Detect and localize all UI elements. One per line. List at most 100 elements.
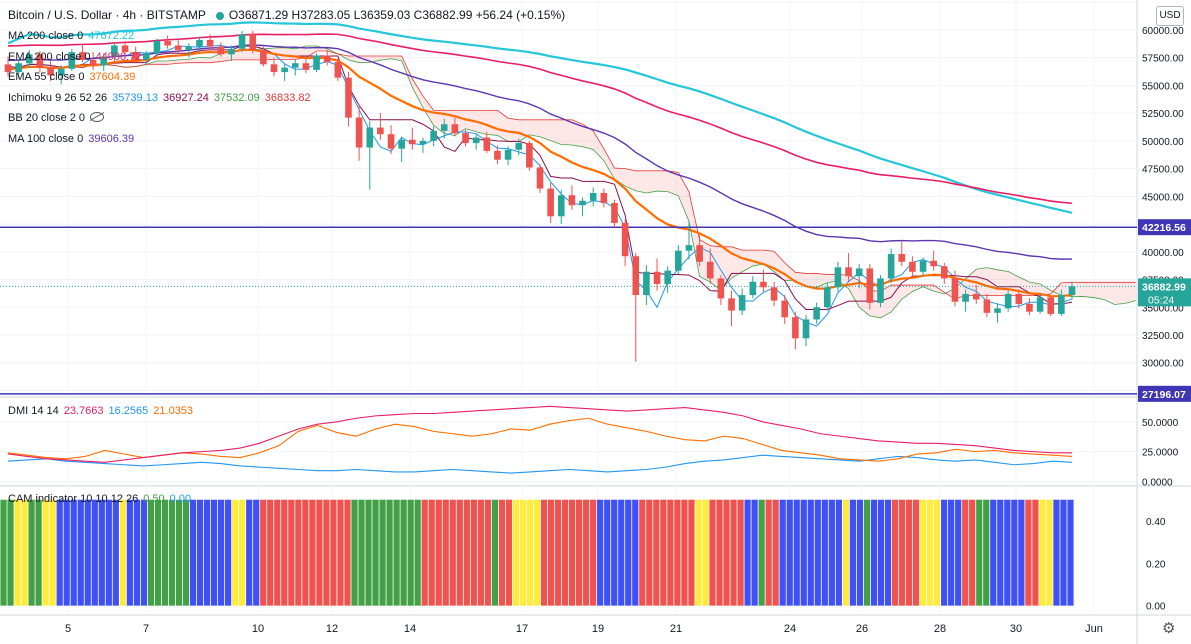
candle	[143, 51, 150, 66]
candle	[217, 42, 225, 57]
candle-body	[4, 64, 12, 73]
cam-bar	[576, 499, 583, 606]
legend-indicator-name[interactable]: EMA 55 close 0	[8, 71, 85, 83]
candle-body	[15, 63, 22, 73]
candle	[185, 43, 193, 58]
candle	[1004, 290, 1012, 312]
cam-bar	[800, 499, 807, 606]
candle-body	[526, 143, 533, 168]
legend-row[interactable]: MA 200 close 0 47672.22	[8, 30, 139, 43]
cam-bar	[218, 499, 225, 606]
cam-bar	[821, 499, 828, 606]
candle-body	[579, 200, 586, 206]
dmi-plus-di-line	[7, 454, 1073, 474]
ichimoku-span-b	[71, 50, 1136, 300]
cam-bar	[540, 499, 548, 606]
cam-bar	[835, 499, 842, 606]
cam-bar	[688, 499, 695, 606]
candle	[228, 45, 235, 62]
cam-bar	[49, 499, 56, 606]
legend-indicator-name[interactable]: DMI 14 14	[8, 405, 59, 417]
cam-bar	[63, 499, 70, 606]
legend-row[interactable]: MA 100 close 0 39606.39	[8, 133, 139, 146]
cam-bar	[239, 499, 246, 606]
cam-bar	[519, 499, 527, 606]
legend-indicator-name[interactable]: Ichimoku 9 26 52 26	[8, 91, 108, 104]
time-tick-label: 26	[856, 623, 868, 635]
candle	[866, 264, 874, 310]
candle	[366, 120, 374, 190]
cam-bar	[281, 499, 288, 606]
candle-body	[568, 195, 576, 206]
candle	[770, 281, 778, 307]
price-tick-label: 55000.00	[1142, 81, 1184, 92]
cam-bar	[225, 499, 232, 606]
candle-body	[749, 281, 757, 296]
cam-bar	[905, 499, 913, 606]
candle-body	[238, 34, 246, 49]
candle-body	[845, 267, 852, 277]
cam-bar	[302, 499, 309, 606]
legend-row[interactable]: BB 20 close 2 0	[8, 112, 109, 125]
price-tick-label: 45000.00	[1142, 192, 1184, 203]
candle-body	[930, 260, 937, 267]
level-price-label: 27196.07	[1142, 389, 1186, 401]
candle	[515, 138, 523, 156]
candle-body	[600, 193, 608, 203]
hidden-eye-icon[interactable]	[90, 112, 105, 122]
cam-bar	[807, 499, 814, 606]
price-tick-label: 47500.00	[1142, 165, 1184, 176]
candle	[132, 46, 139, 64]
cam-bar	[934, 499, 941, 606]
candle	[781, 295, 789, 324]
cam-bar	[533, 499, 541, 606]
candle-body	[696, 245, 703, 262]
dmi-legend[interactable]: DMI 14 14 23.7663 16.2565 21.0353	[8, 405, 198, 418]
cam-bar	[505, 499, 513, 606]
legend-value: 23.7663	[63, 405, 104, 417]
cam-bar	[182, 499, 190, 606]
symbol-title[interactable]: Bitcoin / U.S. Dollar · 4h · BITSTAMP	[8, 8, 206, 22]
candle-body	[728, 298, 735, 311]
legend-row[interactable]: Ichimoku 9 26 52 26 35739.13 36927.24 37532…	[8, 92, 316, 105]
legend-row[interactable]: EMA 55 close 0 37604.39	[8, 71, 140, 84]
cam-bar	[597, 499, 604, 606]
cam-bar	[737, 499, 744, 606]
legend-value: 0.50	[143, 493, 165, 505]
legend-indicator-name[interactable]: MA 100 close 0	[8, 132, 84, 145]
cam-bar	[877, 499, 885, 606]
cam-bar	[112, 499, 119, 606]
cam-bar	[1046, 499, 1053, 606]
cam-bar	[337, 499, 344, 606]
candle-body	[781, 300, 789, 318]
candle	[983, 293, 991, 318]
settings-gear-icon[interactable]: ⚙	[1162, 620, 1176, 637]
legend-indicator-name[interactable]: BB 20 close 2 0	[8, 112, 86, 124]
candle	[643, 265, 650, 306]
legend-row[interactable]: EMA 200 close 0 44900.72	[8, 51, 146, 64]
candle	[887, 248, 895, 283]
candle-body	[877, 278, 884, 303]
candle-body	[174, 45, 182, 50]
ema200-line	[7, 33, 1073, 205]
legend-indicator-name[interactable]: EMA 200 close 0	[8, 50, 91, 63]
price-tick-label: 35000.00	[1142, 303, 1184, 314]
candle	[728, 290, 735, 327]
candle-body	[472, 137, 480, 144]
candle	[430, 126, 437, 147]
candle-body	[430, 130, 437, 141]
legend-indicator-name[interactable]: MA 200 close 0	[8, 30, 84, 42]
cam-bar	[856, 499, 864, 606]
candle	[919, 257, 927, 277]
legend-value: 0.00	[169, 493, 192, 505]
cam-bar	[1018, 499, 1025, 606]
legend-indicator-name[interactable]: CAM indicator 10 10 12 26	[8, 493, 139, 505]
cam-legend[interactable]: CAM indicator 10 10 12 26 0.50 0.00	[8, 493, 196, 506]
cam-bar	[260, 499, 267, 606]
candle	[15, 58, 22, 79]
currency-button[interactable]: USD	[1156, 6, 1184, 26]
candle-body	[494, 150, 501, 160]
candle	[398, 136, 405, 162]
cam-bar	[751, 499, 758, 606]
